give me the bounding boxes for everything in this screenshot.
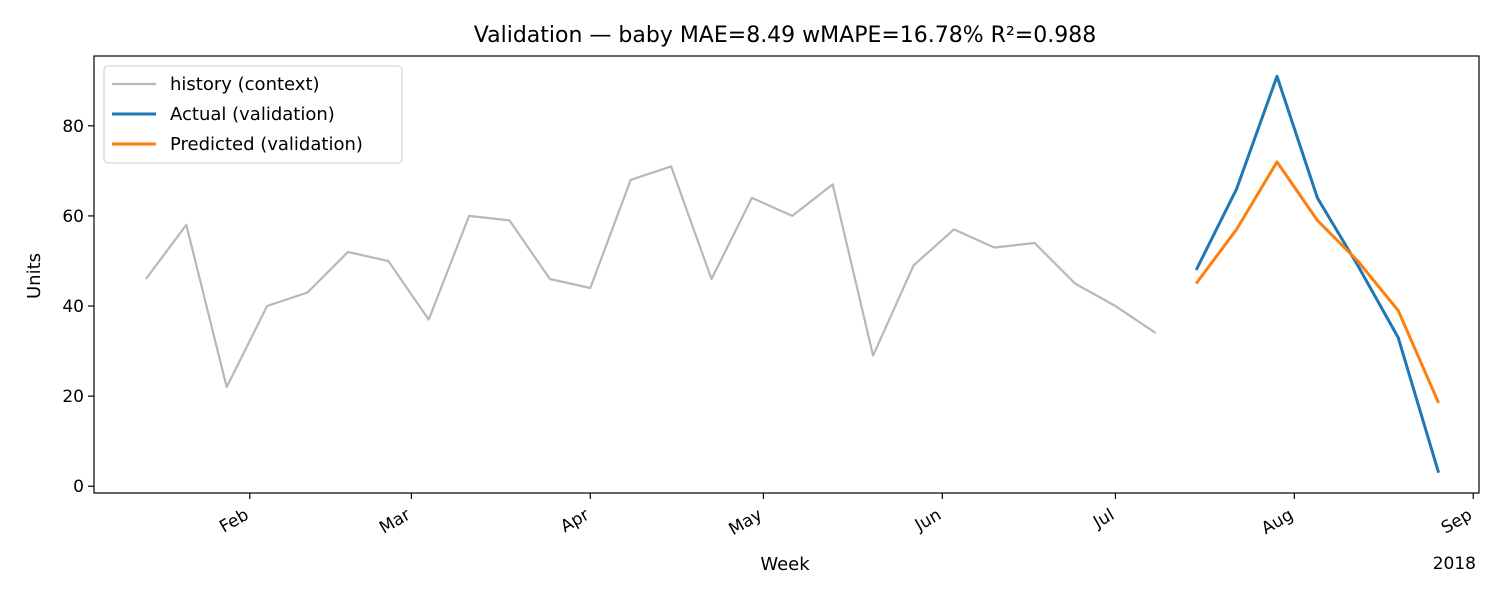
- series-layer: [145, 74, 1441, 474]
- legend-label: history (context): [170, 74, 320, 95]
- legend-label: Predicted (validation): [170, 134, 363, 155]
- series-line-predicted: [1194, 160, 1440, 404]
- x-axis: Feb Mar Apr May Jun Jul Aug Sep: [216, 493, 1476, 540]
- y-tick-label: 60: [62, 207, 84, 227]
- x-tick-label: Aug: [1258, 505, 1297, 539]
- y-axis-title: Units: [24, 253, 45, 299]
- x-tick-label: Apr: [557, 505, 592, 537]
- x-tick-label: Mar: [376, 505, 414, 538]
- legend: history (context) Actual (validation) Pred…: [103, 65, 403, 164]
- y-tick-label: 80: [62, 117, 84, 137]
- x-tick-label: Jun: [911, 505, 945, 536]
- x-tick-label: May: [725, 505, 765, 540]
- y-tick-label: 40: [62, 297, 84, 317]
- series-line-actual: [1194, 74, 1441, 474]
- x-axis-title: Week: [760, 554, 810, 575]
- x-axis-year-label: 2018: [1433, 554, 1476, 574]
- chart-title: Validation — baby MAE=8.49 wMAPE=16.78% …: [474, 23, 1096, 48]
- y-tick-label: 0: [73, 477, 84, 497]
- x-tick-label: Sep: [1438, 505, 1476, 538]
- series-line-history: [145, 165, 1157, 389]
- y-axis: 0 20 40 60 80: [62, 117, 94, 497]
- plot-frame: [93, 55, 1480, 494]
- y-tick-label: 20: [62, 387, 84, 407]
- x-tick-label: Jul: [1089, 505, 1118, 533]
- legend-box: [103, 65, 403, 164]
- x-tick-label: Feb: [216, 505, 252, 537]
- legend-label: Actual (validation): [170, 104, 335, 125]
